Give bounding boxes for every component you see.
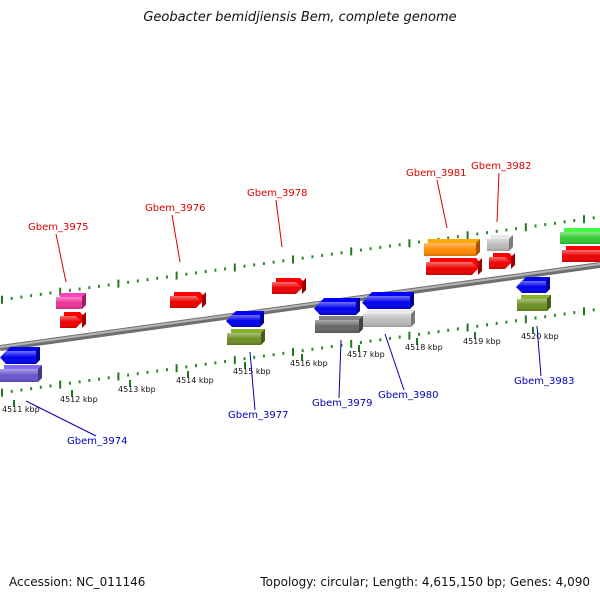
- scale-tick-label: 4520 kbp: [521, 332, 559, 341]
- feature-gbem-3980-gene-gloss: [362, 296, 410, 309]
- gene-label-gbem-3980: Gbem_3980: [378, 390, 438, 401]
- chromosome-backbone-highlight: [0, 263, 600, 348]
- feature-gbem-3981-gene-gloss: [426, 262, 478, 275]
- scale-tick-label: 4513 kbp: [118, 385, 156, 394]
- feature-gbem-3979-gene-gloss: [314, 302, 356, 315]
- feature-gbem-3983-gene-gloss: [516, 281, 546, 293]
- feature-gbem-3979-gene-side-face: [356, 298, 360, 315]
- leader-line-gbem-3980: [384, 333, 405, 391]
- feature-gbem-3982-cds: [487, 235, 513, 251]
- gene-label-gbem-3974: Gbem_3974: [67, 436, 127, 447]
- feature-unlabeled-gene-gloss: [562, 250, 600, 262]
- accession-value: NC_011146: [76, 575, 146, 589]
- feature-gbem-3977-gene: [226, 311, 264, 327]
- genome-title: Geobacter bemidjiensis Bem, complete gen…: [143, 10, 457, 25]
- feature-gbem-3975-gene: [60, 312, 86, 328]
- gene-label-gbem-3976: Gbem_3976: [145, 203, 205, 214]
- leader-line-gbem-3977: [249, 351, 256, 411]
- feature-gbem-3976: [170, 292, 206, 308]
- feature-gbem-3982-cds-gloss: [487, 239, 509, 251]
- leader-line-gbem-3975: [55, 233, 67, 283]
- feature-gbem-3974-cds-side-face: [38, 365, 42, 382]
- accession-text: Accession: NC_011146: [9, 575, 145, 589]
- feature-gbem-3980-cds-side-face: [411, 310, 415, 327]
- feature-gbem-3975-gene-gloss: [60, 316, 82, 328]
- feature-gbem-3980-gene: [362, 292, 414, 309]
- feature-gbem-3975-gene-side-face: [82, 312, 86, 328]
- leader-line-gbem-3976: [171, 214, 181, 263]
- leader-line-gbem-3983: [536, 325, 542, 377]
- feature-unlabeled-cds: [560, 228, 600, 244]
- feature-gbem-3977-cds: [227, 329, 265, 345]
- feature-unlabeled-gene: [562, 246, 600, 262]
- feature-gbem-3977-cds-side-face: [261, 329, 265, 345]
- feature-gbem-3981-cds: [424, 239, 480, 256]
- feature-gbem-3980-cds: [363, 310, 415, 327]
- feature-gbem-3974-gene-gloss: [0, 351, 36, 364]
- scale-tick-label: 4511 kbp: [2, 405, 40, 414]
- feature-gbem-3974-gene: [0, 347, 40, 364]
- feature-gbem-3982-gene-side-face: [511, 253, 515, 269]
- feature-gbem-3975-rna-gloss: [56, 297, 82, 309]
- gene-label-gbem-3978: Gbem_3978: [247, 188, 307, 199]
- feature-gbem-3980-gene-side-face: [410, 292, 414, 309]
- gene-label-gbem-3981: Gbem_3981: [406, 168, 466, 179]
- accession-label: Accession:: [9, 575, 73, 589]
- feature-gbem-3983-cds-side-face: [547, 295, 551, 311]
- feature-gbem-3977-gene-side-face: [260, 311, 264, 327]
- feature-gbem-3978: [272, 278, 306, 294]
- feature-gbem-3978-side-face: [302, 278, 306, 294]
- feature-gbem-3977-cds-gloss: [227, 333, 261, 345]
- feature-gbem-3982-gene-gloss: [489, 257, 511, 269]
- scale-tick-label: 4516 kbp: [290, 359, 328, 368]
- feature-gbem-3974-cds: [0, 365, 42, 382]
- scale-tick-label: 4517 kbp: [347, 350, 385, 359]
- feature-gbem-3981-gene-side-face: [478, 258, 482, 275]
- feature-gbem-3983-cds: [517, 295, 551, 311]
- feature-gbem-3981-cds-gloss: [424, 243, 476, 256]
- gene-label-gbem-3979: Gbem_3979: [312, 398, 372, 409]
- feature-gbem-3981-cds-side-face: [476, 239, 480, 256]
- feature-gbem-3979-cds: [315, 316, 363, 333]
- scale-tick-label: 4519 kbp: [463, 337, 501, 346]
- feature-gbem-3975-rna: [56, 293, 86, 309]
- feature-gbem-3977-gene-gloss: [226, 315, 260, 327]
- feature-gbem-3983-gene-side-face: [546, 277, 550, 293]
- leader-line-gbem-3982: [496, 172, 500, 223]
- feature-gbem-3983-cds-gloss: [517, 299, 547, 311]
- feature-gbem-3983-gene: [516, 277, 550, 293]
- leader-line-gbem-3979: [338, 339, 342, 399]
- feature-gbem-3974-gene-side-face: [36, 347, 40, 364]
- scale-tick-label: 4514 kbp: [176, 376, 214, 385]
- feature-gbem-3982-gene: [489, 253, 515, 269]
- feature-gbem-3981-gene: [426, 258, 482, 275]
- feature-gbem-3976-side-face: [202, 292, 206, 308]
- feature-gbem-3982-cds-side-face: [509, 235, 513, 251]
- feature-gbem-3976-gloss: [170, 296, 202, 308]
- feature-gbem-3979-cds-side-face: [359, 316, 363, 333]
- leader-line-gbem-3981: [436, 179, 448, 229]
- feature-gbem-3979-gene: [314, 298, 360, 315]
- leader-line-gbem-3978: [275, 199, 283, 248]
- gene-label-gbem-3982: Gbem_3982: [471, 161, 531, 172]
- feature-gbem-3974-cds-gloss: [0, 369, 38, 382]
- feature-gbem-3979-cds-gloss: [315, 320, 359, 333]
- feature-unlabeled-cds-gloss: [560, 232, 600, 244]
- feature-gbem-3975-rna-side-face: [82, 293, 86, 309]
- feature-gbem-3980-cds-gloss: [363, 314, 411, 327]
- genome-summary-text: Topology: circular; Length: 4,615,150 bp…: [260, 575, 590, 589]
- leader-line-gbem-3974: [25, 400, 97, 437]
- gene-label-gbem-3983: Gbem_3983: [514, 376, 574, 387]
- feature-gbem-3978-gloss: [272, 282, 302, 294]
- scale-tick-label: 4512 kbp: [60, 395, 98, 404]
- gene-label-gbem-3975: Gbem_3975: [28, 222, 88, 233]
- scale-tick-label: 4518 kbp: [405, 343, 443, 352]
- gene-label-gbem-3977: Gbem_3977: [228, 410, 288, 421]
